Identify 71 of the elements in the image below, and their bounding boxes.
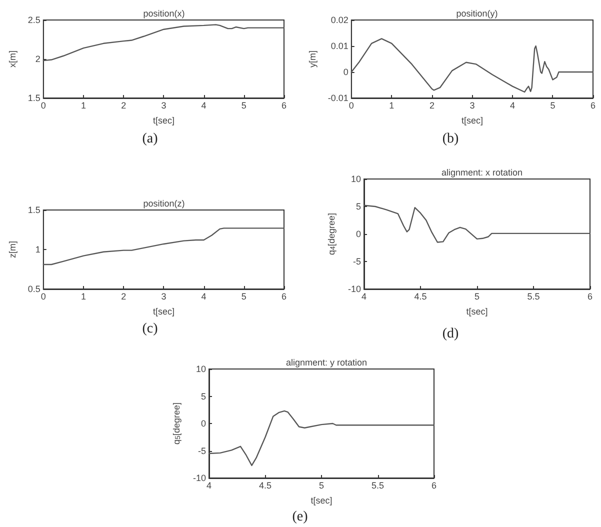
x-tick-label: 1 [389, 100, 394, 110]
x-tick-label: 3 [470, 100, 475, 110]
line-series [350, 38, 594, 93]
y-tick-label: 5 [356, 202, 361, 212]
x-tick-label: 6 [587, 292, 593, 302]
x-tick-label: 4.5 [258, 480, 272, 490]
line-series [363, 204, 591, 243]
y-tick-label: 0.02 [330, 15, 348, 25]
text: (b) [442, 132, 459, 146]
y-tick-label: 10 [196, 364, 206, 374]
y-tick-label: -5 [352, 256, 361, 266]
x-axis-title: t[sec] [461, 116, 483, 126]
x-tick-label: 3 [161, 292, 166, 302]
y-tick-label: -10 [192, 473, 206, 483]
chart-title: position(x) [143, 8, 185, 18]
x-tick-label: 6 [431, 480, 437, 490]
chart-title: alignment: x rotation [441, 168, 523, 178]
x-tick-label: 5.5 [527, 292, 540, 302]
x-tick-label: 4.5 [414, 292, 427, 302]
x-tick-label: 6 [590, 100, 596, 110]
y-tick-label: 0 [343, 67, 348, 77]
x-tick-label: 5.5 [371, 480, 384, 490]
x-tick-label: 4 [201, 292, 206, 302]
x-tick-label: 3 [161, 100, 166, 110]
chart-title: alignment: y rotation [286, 358, 368, 368]
x-tick-label: 1 [81, 292, 86, 302]
y-tick-label: 0.01 [330, 41, 348, 51]
y-tick-label: 2 [35, 54, 40, 64]
x-tick-label: 6 [281, 100, 287, 110]
y-tick-label: 2.5 [28, 15, 40, 25]
x-axis-title: t[sec] [152, 306, 174, 316]
x-tick-label: 5 [474, 292, 480, 302]
x-tick-label: 4 [206, 480, 212, 490]
x-axis-title: t[sec] [466, 306, 488, 316]
y-tick-label: 1 [35, 244, 40, 254]
text: (a) [142, 132, 158, 146]
y-tick-label: 0 [200, 418, 206, 428]
chart-title: position(z) [143, 198, 185, 208]
line-series [42, 24, 285, 62]
text: (e) [292, 510, 308, 524]
x-tick-label: 2 [121, 100, 126, 110]
y-tick-label: 10 [350, 174, 361, 184]
line-series [42, 228, 285, 266]
x-tick-label: 2 [429, 100, 434, 110]
x-axis-title: t[sec] [152, 116, 174, 126]
x-tick-label: 2 [121, 292, 126, 302]
x-tick-label: 4 [510, 100, 515, 110]
y-axis-title: x[m] [8, 50, 18, 68]
x-tick-label: 4 [201, 100, 206, 110]
text: (d) [442, 326, 459, 342]
x-tick-label: 5 [550, 100, 556, 110]
y-tick-label: -10 [348, 284, 361, 294]
x-tick-label: 4 [361, 292, 367, 302]
x-tick-label: 5 [318, 480, 324, 490]
x-tick-label: 5 [241, 292, 246, 302]
y-tick-label: 5 [200, 391, 206, 402]
y-axis-title: y[m] [308, 50, 318, 68]
y-axis-title: z[m] [8, 241, 18, 258]
y-tick-label: 1.5 [28, 205, 40, 215]
chart-title: position(y) [456, 8, 498, 18]
y-tick-label: 0.5 [28, 284, 40, 294]
y-tick-label: -0.01 [328, 93, 348, 103]
x-axis-title: t[sec] [310, 496, 332, 506]
x-tick-label: 1 [81, 100, 86, 110]
line-series [208, 410, 435, 466]
text: (c) [142, 322, 158, 336]
y-tick-label: 1.5 [28, 93, 40, 103]
y-tick-label: 0 [356, 229, 361, 239]
x-tick-label: 5 [241, 100, 246, 110]
x-tick-label: 6 [281, 292, 287, 302]
y-tick-label: -5 [198, 446, 206, 456]
